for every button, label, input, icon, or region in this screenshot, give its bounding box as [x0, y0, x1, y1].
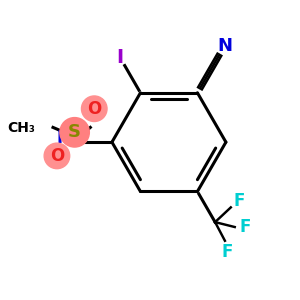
Circle shape [44, 143, 70, 169]
Text: NH: NH [57, 129, 85, 147]
Text: O: O [87, 100, 101, 118]
Text: CH₃: CH₃ [8, 122, 35, 135]
Text: F: F [221, 243, 232, 261]
Text: I: I [117, 48, 124, 68]
Text: F: F [234, 193, 245, 211]
Text: O: O [50, 147, 64, 165]
Circle shape [82, 96, 107, 122]
Text: S: S [68, 123, 81, 141]
Text: F: F [240, 218, 251, 236]
Circle shape [60, 118, 89, 147]
Text: N: N [217, 37, 232, 55]
